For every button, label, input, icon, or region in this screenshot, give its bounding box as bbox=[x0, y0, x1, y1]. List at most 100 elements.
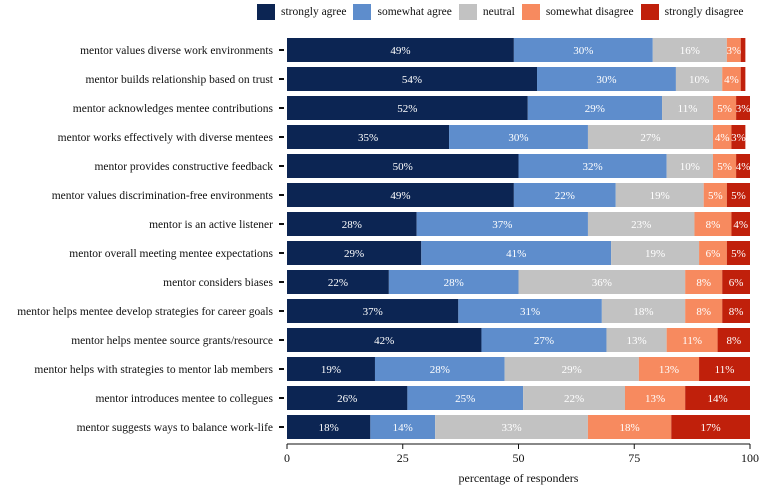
bar-segment bbox=[449, 125, 588, 149]
data-label: 37% bbox=[492, 219, 512, 231]
bar-segment bbox=[587, 125, 713, 149]
data-label: 8% bbox=[696, 277, 711, 289]
data-label: 5% bbox=[717, 103, 732, 115]
bar-segment bbox=[740, 38, 746, 62]
bar-segment bbox=[421, 241, 612, 265]
bar-segment bbox=[699, 357, 750, 381]
bar-segment bbox=[666, 328, 718, 352]
bar-segment bbox=[287, 125, 450, 149]
data-label: 52% bbox=[397, 103, 417, 115]
bar-segment bbox=[675, 67, 723, 91]
category-label: mentor values diverse work environments bbox=[80, 45, 273, 57]
data-label: 29% bbox=[344, 248, 364, 260]
bar-segment bbox=[736, 154, 750, 178]
bar-segment bbox=[699, 241, 727, 265]
bar-segment bbox=[601, 299, 686, 323]
legend-item: strongly disagree bbox=[640, 4, 744, 20]
bar-segment bbox=[722, 67, 741, 91]
data-label: 29% bbox=[562, 364, 582, 376]
data-label: 6% bbox=[706, 248, 721, 260]
data-label: 13% bbox=[626, 335, 646, 347]
legend-label: somewhat disagree bbox=[545, 6, 634, 18]
bar-segment bbox=[287, 212, 417, 236]
x-tick-label: 100 bbox=[741, 451, 759, 465]
data-label: 13% bbox=[645, 393, 665, 405]
bar-segment bbox=[712, 154, 737, 178]
data-label: 4% bbox=[715, 132, 730, 144]
category-label: mentor values discrimination-free enviro… bbox=[52, 190, 274, 202]
legend-swatch bbox=[257, 4, 275, 20]
data-label: 17% bbox=[701, 422, 721, 434]
bar-segment bbox=[722, 270, 750, 294]
bar-segment bbox=[722, 299, 750, 323]
data-label: 33% bbox=[501, 422, 521, 434]
bar-segment bbox=[685, 386, 750, 410]
data-label: 14% bbox=[393, 422, 413, 434]
data-label: 27% bbox=[534, 335, 554, 347]
bar-segment bbox=[416, 212, 588, 236]
bar-segment bbox=[537, 67, 676, 91]
legend-label: somewhat agree bbox=[377, 6, 452, 18]
category-label: mentor overall meeting mentee expectatio… bbox=[69, 248, 273, 260]
data-label: 36% bbox=[592, 277, 612, 289]
x-tick-label: 50 bbox=[513, 451, 525, 465]
bar-segment bbox=[685, 270, 723, 294]
data-label: 4% bbox=[724, 74, 739, 86]
legend-label: strongly disagree bbox=[664, 6, 744, 18]
data-label: 5% bbox=[731, 248, 746, 260]
bar-segment bbox=[523, 386, 625, 410]
legend-swatch bbox=[458, 4, 477, 20]
bar-segment bbox=[615, 183, 704, 207]
legend-label: neutral bbox=[482, 6, 515, 18]
bar-segment bbox=[287, 38, 514, 62]
bar-segment bbox=[287, 241, 422, 265]
category-label: mentor introduces mentee to collegues bbox=[95, 393, 273, 405]
category-label: mentor helps mentee develop strategies f… bbox=[17, 306, 273, 318]
data-label: 19% bbox=[650, 190, 670, 202]
data-label: 28% bbox=[444, 277, 464, 289]
category-label: mentor works effectively with diverse me… bbox=[58, 132, 274, 144]
data-label: 30% bbox=[508, 132, 528, 144]
data-label: 11% bbox=[678, 103, 698, 115]
data-label: 13% bbox=[659, 364, 679, 376]
data-label: 3% bbox=[731, 132, 746, 144]
bar-segment bbox=[740, 67, 746, 91]
data-label: 32% bbox=[582, 161, 602, 173]
bar-segment bbox=[611, 241, 700, 265]
data-label: 18% bbox=[620, 422, 640, 434]
bar-segment bbox=[287, 328, 482, 352]
x-tick-label: 0 bbox=[284, 451, 290, 465]
bar-segment bbox=[652, 38, 727, 62]
data-label: 8% bbox=[696, 306, 711, 318]
data-label: 3% bbox=[726, 45, 741, 57]
bar-segment bbox=[435, 415, 588, 439]
bar-segment bbox=[712, 125, 732, 149]
bar-segment bbox=[388, 270, 519, 294]
bar-segment bbox=[685, 299, 723, 323]
bar-segment bbox=[671, 415, 750, 439]
data-label: 3% bbox=[736, 103, 751, 115]
bar-segment bbox=[624, 386, 686, 410]
bar-segment bbox=[518, 270, 686, 294]
legend-swatch bbox=[521, 4, 540, 20]
category-label: mentor helps with strategies to mentor l… bbox=[34, 364, 273, 376]
data-label: 41% bbox=[506, 248, 526, 260]
data-label: 8% bbox=[729, 306, 744, 318]
bar-segment bbox=[712, 96, 737, 120]
category-label: mentor is an active listener bbox=[149, 219, 273, 231]
x-tick-label: 25 bbox=[397, 451, 409, 465]
data-label: 14% bbox=[708, 393, 728, 405]
legend: strongly agree somewhat agree neutral somew… bbox=[257, 4, 751, 20]
bar-segment bbox=[606, 328, 667, 352]
data-label: 31% bbox=[520, 306, 540, 318]
data-label: 22% bbox=[564, 393, 584, 405]
data-label: 25% bbox=[455, 393, 475, 405]
data-label: 35% bbox=[358, 132, 378, 144]
bar-segment bbox=[527, 96, 663, 120]
bar-segment bbox=[587, 415, 672, 439]
category-label: mentor suggests ways to balance work-lif… bbox=[77, 422, 273, 434]
bar-segment bbox=[736, 96, 750, 120]
data-label: 49% bbox=[390, 45, 410, 57]
legend-swatch bbox=[640, 4, 659, 20]
